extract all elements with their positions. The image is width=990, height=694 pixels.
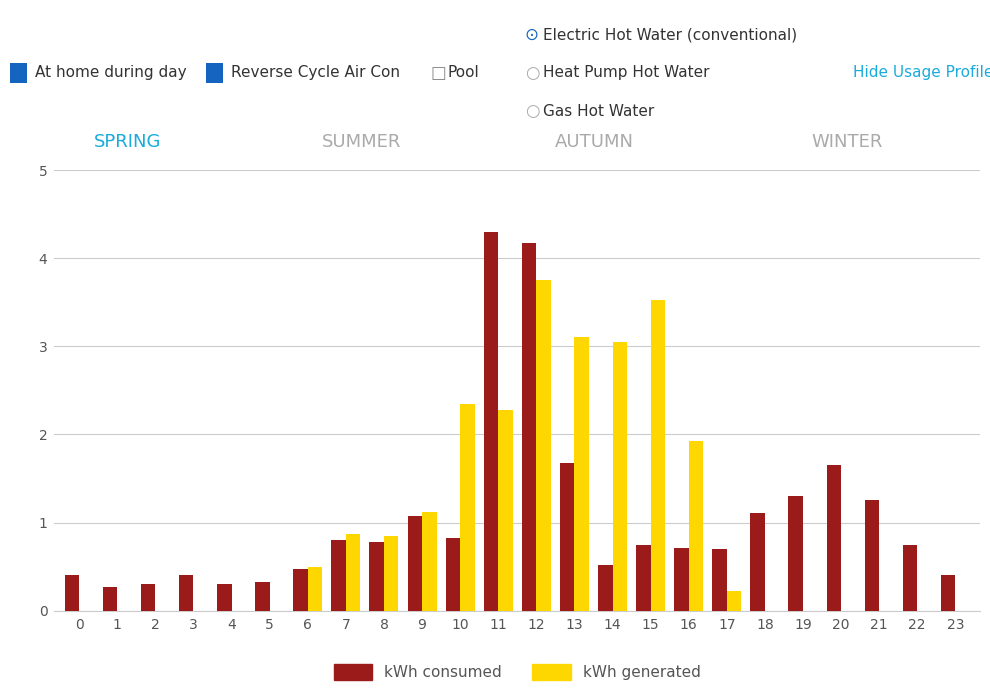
Bar — [141, 584, 155, 611]
Bar — [179, 575, 193, 611]
Bar — [827, 465, 842, 611]
Bar — [484, 232, 498, 611]
Bar — [346, 534, 360, 611]
Text: Hide Usage Profile ∧: Hide Usage Profile ∧ — [853, 65, 990, 81]
Bar — [408, 516, 422, 611]
Bar — [713, 549, 727, 611]
Bar — [255, 582, 269, 611]
Bar — [637, 545, 650, 611]
Text: □: □ — [431, 64, 446, 82]
Bar — [446, 539, 460, 611]
Text: ⊙: ⊙ — [525, 26, 539, 44]
Bar — [498, 409, 513, 611]
Text: SUMMER: SUMMER — [322, 133, 401, 151]
Text: At home during day: At home during day — [35, 65, 186, 81]
Bar — [537, 280, 550, 611]
Text: ✔: ✔ — [12, 65, 25, 81]
Text: AUTUMN: AUTUMN — [554, 133, 634, 151]
Bar — [574, 337, 589, 611]
Bar — [940, 575, 955, 611]
Text: Gas Hot Water: Gas Hot Water — [543, 103, 653, 119]
Bar — [422, 512, 437, 611]
Bar — [750, 513, 765, 611]
Text: Heat Pump Hot Water: Heat Pump Hot Water — [543, 65, 709, 81]
Text: ○: ○ — [525, 102, 540, 120]
Bar — [308, 566, 322, 611]
Bar — [903, 545, 918, 611]
Legend: kWh consumed, kWh generated: kWh consumed, kWh generated — [334, 664, 701, 680]
Bar — [689, 441, 703, 611]
Text: ○: ○ — [525, 64, 540, 82]
Text: Reverse Cycle Air Con: Reverse Cycle Air Con — [231, 65, 400, 81]
Bar — [674, 548, 689, 611]
Bar — [460, 404, 474, 611]
Bar — [384, 536, 398, 611]
Text: ✔: ✔ — [208, 65, 221, 81]
Bar — [217, 584, 232, 611]
Bar — [788, 496, 803, 611]
Bar — [727, 591, 742, 611]
Text: Pool: Pool — [447, 65, 479, 81]
Bar — [598, 565, 613, 611]
Bar — [522, 243, 537, 611]
Bar — [864, 500, 879, 611]
Bar — [369, 542, 384, 611]
Bar — [560, 463, 574, 611]
Bar — [613, 342, 627, 611]
Bar — [650, 301, 665, 611]
Text: Electric Hot Water (conventional): Electric Hot Water (conventional) — [543, 27, 797, 42]
Bar — [103, 587, 117, 611]
Text: WINTER: WINTER — [812, 133, 883, 151]
Bar — [64, 575, 79, 611]
Bar — [332, 540, 346, 611]
Text: SPRING: SPRING — [94, 133, 161, 151]
Bar — [293, 569, 308, 611]
